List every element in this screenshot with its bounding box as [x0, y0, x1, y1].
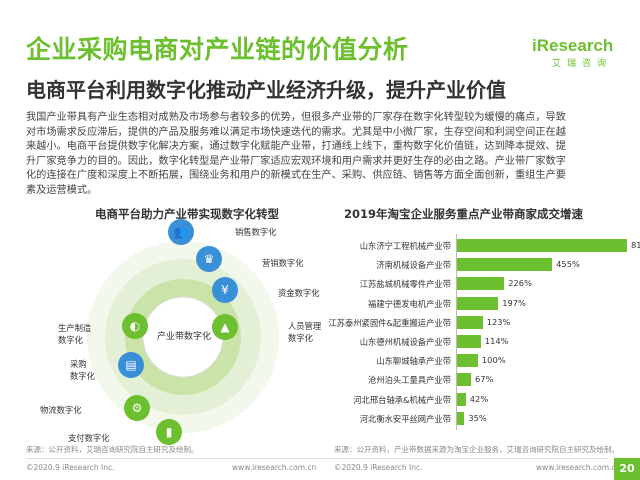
- iresearch-logo: iResearch 艾瑞咨询: [532, 36, 624, 69]
- bar-category-label: 河北邢台轴承&机械产业带: [353, 394, 451, 405]
- body-line: 我国产业带具有产业生态相对成熟及市场参与者较多的优势，但很多产业带的厂家存在数字…: [26, 112, 566, 123]
- bar-category-label: 江苏盐城机械零件产业带: [359, 279, 451, 290]
- diagram-label: 销售数字化: [235, 227, 277, 237]
- footer-divider: [26, 458, 608, 459]
- bar-value-label: 226%: [508, 278, 532, 289]
- bar-value-label: 114%: [484, 336, 509, 346]
- body-line: 升厂家竞争力的目的。因此，数字化转型是产业带厂家适应宏观环境和用户需求并更好生存…: [26, 155, 566, 167]
- footer-copyright: ©2020.9 iResearch Inc.: [26, 463, 115, 472]
- body-line: 化的连接在广度和深度上不断拓展，围绕业务和用户的新模式在生产、采购、供应链、销售…: [26, 170, 566, 181]
- bar-value-label: 42%: [469, 393, 489, 404]
- body-line: 对市场需求反应滞后，提供的产品及服务难以满足市场快速迭代的需求。尤其是中小微厂家…: [26, 126, 566, 138]
- diagram-label: 采购 数字化: [70, 359, 95, 381]
- palette-icon: ◐: [122, 313, 148, 339]
- bar-value-label: 100%: [481, 355, 506, 366]
- diagram-label: 生产制造 数字化: [58, 323, 92, 345]
- left-section-title: 电商平台助力产业带实现数字化转型: [95, 207, 279, 221]
- bar: [457, 335, 481, 348]
- diagram-label: 人员管理 数字化: [288, 321, 322, 343]
- body-line: 素及运营模式。: [26, 184, 98, 196]
- footer-copyright-right: ©2020.9 iResearch Inc.: [334, 463, 423, 472]
- bar: [457, 258, 553, 272]
- diagram-label: 支付数字化: [68, 433, 110, 443]
- bar-value-label: 35%: [468, 412, 487, 423]
- bar: [457, 354, 478, 368]
- page-subtitle: 电商平台利用数字化推动产业经济升级，提升产业价值: [26, 78, 506, 102]
- bar-category-label: 江苏泰州紧固件&起重搬运产业带: [328, 317, 451, 328]
- forklift-icon: ⚙: [124, 395, 150, 421]
- bar: [457, 315, 483, 329]
- center-label: 产业带数字化: [157, 332, 212, 342]
- document-icon: ▤: [118, 352, 144, 378]
- logo-subtext: 艾瑞咨询: [552, 59, 613, 69]
- bar: [457, 296, 499, 310]
- bar: [457, 373, 471, 387]
- bar: [457, 277, 505, 291]
- chart-axis: [456, 234, 457, 430]
- bar: [457, 239, 627, 252]
- footer-url-right: www.iresearch.com.cn: [536, 463, 621, 472]
- bar-category-label: 福建宁德发电机产业带: [368, 298, 451, 309]
- bar-category-label: 山东济宁工程机械产业带: [359, 241, 451, 251]
- chart-title: 2019年淘宝企业服务重点产业带商家成交增速: [344, 207, 584, 221]
- people-icon: 👥: [168, 219, 194, 245]
- page-number: 20: [614, 458, 640, 480]
- yen-icon: ¥: [212, 277, 238, 303]
- bar-value-label: 813%: [631, 240, 640, 250]
- bar-value-label: 455%: [556, 259, 580, 270]
- bar-value-label: 197%: [502, 297, 526, 308]
- bar-value-label: 67%: [475, 374, 494, 385]
- left-source: 来源：公开资料，艾瑞咨询研究院自主研究及绘制。: [26, 445, 199, 454]
- bar-value-label: 123%: [486, 316, 511, 327]
- body-line: 来越小。电商平台提供数字化解决方案，通过数字化赋能产业带，打通线上线下，重构数字…: [26, 141, 566, 152]
- bar: [457, 411, 465, 425]
- bar-category-label: 济南机械设备产业带: [376, 260, 451, 271]
- diagram-label: 物流数字化: [40, 405, 82, 415]
- bar-category-label: 沧州泊头工量具产业带: [368, 375, 451, 386]
- crown-icon: ♛: [196, 246, 222, 272]
- body-paragraph: 我国产业带具有产业生态相对成熟及市场参与者较多的优势，但很多产业带的厂家存在数字…: [26, 111, 608, 198]
- bar: [457, 392, 466, 406]
- logo-text: iResearch: [532, 36, 614, 55]
- chart-source: 来源：公开资料，产业带数据来源为淘宝企业服务，艾瑞咨询研究院自主研究及绘制。: [334, 445, 619, 454]
- hat-icon: ▲: [212, 314, 238, 340]
- bar-category-label: 山东德州机械设备产业带: [359, 337, 451, 347]
- bar-category-label: 山东聊城轴承产业带: [376, 356, 451, 367]
- chart-icon: ▮: [156, 419, 182, 445]
- diagram-label: 资金数字化: [278, 288, 320, 298]
- footer-url: www.iresearch.com.cn: [232, 463, 317, 472]
- page-title: 企业采购电商对产业链的价值分析: [26, 35, 409, 64]
- bar-category-label: 河北衡水安平丝网产业带: [359, 413, 451, 424]
- diagram-label: 营销数字化: [262, 258, 304, 268]
